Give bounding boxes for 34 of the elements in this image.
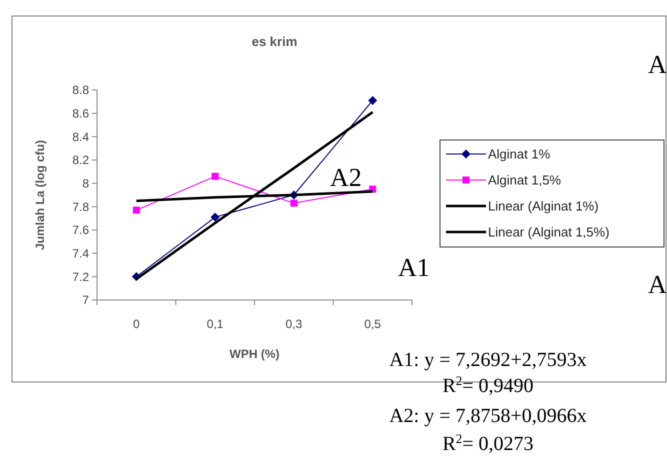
point [132, 206, 140, 214]
annotation: A1 [398, 253, 430, 282]
x-tick-label: 0,3 [286, 317, 303, 331]
annotation: A2 [330, 163, 362, 192]
y-tick-label: 8.4 [72, 130, 90, 144]
y-tick-label: 8.8 [72, 83, 90, 98]
y-tick-label: 7.6 [72, 223, 90, 238]
x-tick-label: 0 [133, 317, 140, 331]
text: R$^{2}$= 0,0273 [442, 430, 534, 455]
text: A [648, 270, 667, 299]
legend-label: Alginat 1,5% [488, 172, 562, 188]
legend-label: Linear (Alginat 1,5%) [488, 224, 610, 240]
y-axis-title: Jumlah La (log cfu) [33, 140, 47, 250]
legend-label: Linear (Alginat 1%) [488, 198, 599, 214]
x-axis-title: WPH (%) [230, 347, 280, 361]
y-tick-label: 8 [82, 176, 90, 191]
y-tick-label: 7 [82, 293, 90, 308]
text: R$^{2}$= 0,9490 [442, 372, 534, 397]
text: A1: y = 7,2692+2,7593x [389, 349, 587, 371]
y-tick-label: 7.2 [72, 270, 90, 284]
y-tick-label: 8.2 [72, 153, 90, 168]
legend-label: Alginat 1% [488, 146, 551, 162]
text: A [648, 50, 667, 79]
y-tick-label: 8.6 [72, 106, 90, 121]
x-tick-label: 0,5 [364, 317, 382, 331]
point [290, 200, 298, 207]
y-tick-label: 7.8 [72, 200, 90, 214]
text: A2: y = 7,8758+0,0966x [389, 405, 587, 427]
x-tick-label: 0,1 [206, 317, 224, 331]
point [212, 172, 219, 180]
point [368, 96, 378, 105]
point [210, 212, 220, 222]
chart-title: es krim [252, 34, 298, 49]
y-tick-label: 7.4 [72, 246, 90, 261]
